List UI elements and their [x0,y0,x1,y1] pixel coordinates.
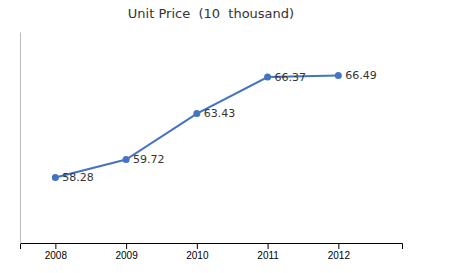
data-labels: 58.28 59.72 63.43 66.37 66.49 [62,69,376,184]
point [335,72,342,79]
point [52,174,59,181]
plot-area: 2008 2009 2010 2011 2012 58.28 59.72 63.43 66.37… [21,33,403,262]
x-tick: 2009 [115,243,138,261]
x-tick: 2010 [186,243,209,261]
data-label: 66.49 [345,69,377,82]
x-tick-mark [268,243,269,249]
x-tick: 2011 [257,243,279,261]
x-tick: 2008 [45,243,68,261]
x-tick-mark [338,243,339,249]
x-tick-label: 2009 [115,250,138,261]
x-tick-mark [197,243,198,249]
x-tick-label: 2010 [186,250,209,261]
x-axis-line [21,244,403,250]
x-tick-label: 2011 [257,250,279,261]
data-label: 63.43 [204,107,236,120]
chart-svg: 2008 2009 2010 2011 2012 58.28 59.72 63.43 66.37… [0,0,450,273]
x-tick: 2012 [328,243,351,261]
y-axis [20,33,21,244]
x-tick-mark [55,243,56,249]
point [264,74,271,81]
chart-title: Unit Price (10 thousand) [128,6,294,21]
data-label: 59.72 [133,153,165,166]
data-label: 58.28 [62,171,94,184]
x-tick-label: 2008 [45,250,68,261]
point [193,110,200,117]
y-axis-line [20,33,21,244]
point [123,156,130,163]
x-tick-mark [126,243,127,249]
chart-container: 2008 2009 2010 2011 2012 58.28 59.72 63.43 66.37… [0,0,450,273]
data-label: 66.37 [275,71,307,84]
line [55,76,338,178]
x-tick-label: 2012 [328,250,351,261]
x-axis: 2008 2009 2010 2011 2012 [21,243,403,261]
marks [52,72,342,181]
